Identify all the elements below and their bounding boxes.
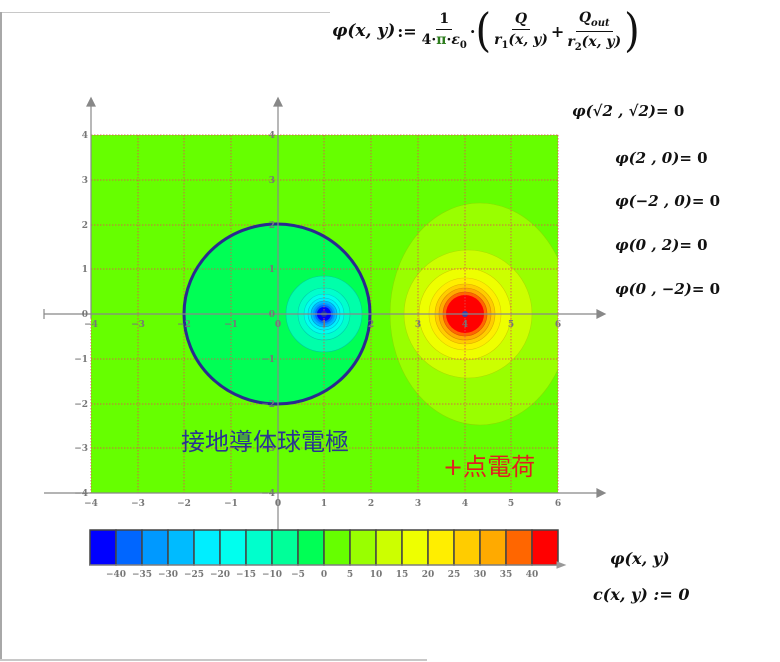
svg-text:1: 1 bbox=[269, 265, 275, 275]
svg-text:2: 2 bbox=[368, 499, 374, 509]
svg-text:−3: −3 bbox=[74, 444, 88, 454]
evaluation-4[interactable]: φ(0 , 2)= 0 bbox=[615, 236, 708, 254]
evaluation-5[interactable]: φ(0 , −2)= 0 bbox=[615, 280, 721, 298]
svg-text:−4: −4 bbox=[84, 320, 98, 330]
svg-text:2: 2 bbox=[368, 320, 374, 330]
svg-text:−20: −20 bbox=[210, 570, 230, 580]
svg-text:1: 1 bbox=[321, 499, 327, 509]
svg-text:−40: −40 bbox=[106, 570, 126, 580]
svg-text:2: 2 bbox=[82, 221, 88, 231]
coef-denominator: 4·π·ε0 bbox=[421, 32, 467, 51]
svg-text:−15: −15 bbox=[236, 570, 256, 580]
svg-text:3: 3 bbox=[269, 176, 275, 186]
colorbar-axis bbox=[90, 561, 567, 569]
term2-fraction: Qout r2(x, y) bbox=[567, 9, 622, 53]
svg-text:30: 30 bbox=[474, 570, 487, 580]
svg-text:3: 3 bbox=[415, 320, 421, 330]
svg-text:−10: −10 bbox=[262, 570, 282, 580]
svg-text:4: 4 bbox=[82, 131, 88, 141]
svg-text:−2: −2 bbox=[261, 400, 275, 410]
svg-text:5: 5 bbox=[508, 320, 514, 330]
svg-text:4: 4 bbox=[269, 131, 275, 141]
svg-text:−1: −1 bbox=[261, 355, 275, 365]
y-tick-labels-mid: 4 3 2 1 0 −1 −2 −3 −4 bbox=[261, 131, 275, 499]
svg-text:10: 10 bbox=[370, 570, 383, 580]
x-tick-labels-mid: −4 −3 −2 −1 0 1 2 3 4 5 6 bbox=[84, 320, 561, 330]
colorbar bbox=[89, 529, 559, 566]
sphere-label: 接地導体球電極 bbox=[181, 428, 349, 456]
svg-text:6: 6 bbox=[555, 320, 561, 330]
svg-text:−3: −3 bbox=[261, 444, 275, 454]
constraint-label[interactable]: c(x, y) := 0 bbox=[593, 585, 690, 604]
svg-text:25: 25 bbox=[448, 570, 461, 580]
definition-lhs: φ(x, y) bbox=[332, 21, 396, 41]
definition-assign: := bbox=[397, 21, 417, 41]
region-frame-left bbox=[0, 12, 2, 661]
svg-text:0: 0 bbox=[269, 310, 275, 320]
svg-text:−35: −35 bbox=[132, 570, 152, 580]
charge-label: +点電荷 bbox=[443, 453, 536, 481]
evaluation-3[interactable]: φ(−2 , 0)= 0 bbox=[615, 192, 721, 210]
svg-text:−2: −2 bbox=[177, 499, 191, 509]
svg-text:0: 0 bbox=[82, 310, 88, 320]
svg-text:40: 40 bbox=[526, 570, 539, 580]
svg-text:−30: −30 bbox=[158, 570, 178, 580]
y-tick-labels-left: 4 3 2 1 0 −1 −2 −3 −4 bbox=[74, 131, 88, 499]
left-paren: ( bbox=[475, 4, 492, 58]
svg-text:35: 35 bbox=[500, 570, 513, 580]
term1-fraction: Q r1(x, y) bbox=[494, 11, 548, 51]
svg-text:15: 15 bbox=[396, 570, 409, 580]
svg-text:−3: −3 bbox=[131, 320, 145, 330]
svg-text:−2: −2 bbox=[177, 320, 191, 330]
svg-text:−4: −4 bbox=[261, 489, 275, 499]
x-tick-labels-bottom: −4 −3 −2 −1 0 1 2 3 4 5 6 bbox=[84, 499, 561, 509]
svg-text:−2: −2 bbox=[74, 400, 88, 410]
region-frame-top bbox=[0, 12, 330, 13]
potential-definition[interactable]: φ(x, y) := 1 4·π·ε0 · ( Q r1(x, y) + Qou… bbox=[332, 4, 640, 58]
svg-text:20: 20 bbox=[422, 570, 435, 580]
svg-text:0: 0 bbox=[275, 320, 281, 330]
svg-text:−4: −4 bbox=[74, 489, 88, 499]
svg-text:6: 6 bbox=[555, 499, 561, 509]
right-paren: ) bbox=[624, 4, 640, 58]
svg-text:0: 0 bbox=[275, 499, 281, 509]
svg-text:5: 5 bbox=[347, 570, 353, 580]
region-frame-bottom bbox=[0, 659, 427, 661]
coefficient-fraction: 1 4·π·ε0 bbox=[422, 11, 467, 51]
svg-text:3: 3 bbox=[415, 499, 421, 509]
svg-text:−1: −1 bbox=[224, 499, 238, 509]
svg-text:2: 2 bbox=[269, 221, 275, 231]
svg-text:3: 3 bbox=[82, 176, 88, 186]
pi-symbol: π bbox=[436, 32, 447, 49]
svg-text:1: 1 bbox=[82, 265, 88, 275]
evaluation-2[interactable]: φ(2 , 0)= 0 bbox=[615, 149, 708, 167]
svg-text:−1: −1 bbox=[224, 320, 238, 330]
svg-text:−3: −3 bbox=[131, 499, 145, 509]
svg-text:−4: −4 bbox=[84, 499, 98, 509]
coef-numerator: 1 bbox=[436, 11, 453, 31]
svg-text:4: 4 bbox=[462, 499, 468, 509]
svg-text:−5: −5 bbox=[291, 570, 305, 580]
svg-text:1: 1 bbox=[321, 320, 327, 330]
svg-text:−25: −25 bbox=[184, 570, 204, 580]
axes bbox=[43, 96, 607, 540]
svg-text:−1: −1 bbox=[74, 355, 88, 365]
svg-text:4: 4 bbox=[462, 320, 468, 330]
plot-expression-label[interactable]: φ(x, y) bbox=[610, 549, 670, 568]
svg-text:0: 0 bbox=[321, 570, 327, 580]
svg-text:5: 5 bbox=[508, 499, 514, 509]
evaluation-1[interactable]: φ(√2 , √2)= 0 bbox=[572, 102, 685, 120]
